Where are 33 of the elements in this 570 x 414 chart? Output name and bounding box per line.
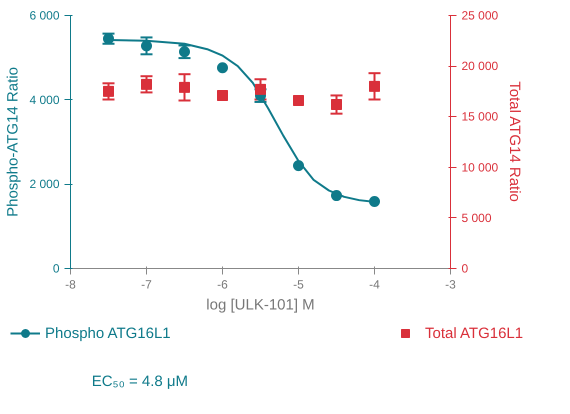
x-tick-label: -4 [369,278,380,292]
point [217,62,228,74]
x-tick-label: -8 [65,278,76,292]
y2-tick-label: 5 000 [462,210,492,225]
legend-label: Phospho ATG16L1 [45,324,171,342]
point [293,95,304,106]
point [141,40,152,52]
point [369,80,380,92]
x-tick-label: -3 [445,278,456,292]
y2-tick-label: 20 000 [462,59,499,74]
x-tick-label: -7 [141,278,152,292]
x-tick-label: -5 [293,278,304,292]
y-axis-title: Phospho-ATG14 Ratio [4,67,22,217]
y2-tick-label: 10 000 [462,160,499,174]
point [255,84,266,95]
y-tick-label: 6 000 [29,8,60,22]
point [331,99,342,110]
y2-axis-title: Total ATG14 Ratio [506,81,524,202]
point [141,78,152,90]
x-axis-title: log [ULK-101] M [206,296,315,314]
text: EC₅₀ = 4.8 μM [92,372,188,390]
y-tick-label: 4 000 [29,92,60,107]
x-tick-label: -6 [217,278,228,292]
y-tick-label: 0 [52,262,60,276]
point [179,82,190,93]
y2-tick-label: 0 [462,262,468,276]
point [369,196,380,207]
legend-label: Total ATG16L1 [425,324,524,342]
y2-tick-label: 15 000 [462,110,499,124]
point [217,90,228,101]
y2-tick-label: 25 000 [462,8,499,22]
y-tick-label: 2 000 [29,177,60,192]
point [103,86,114,97]
